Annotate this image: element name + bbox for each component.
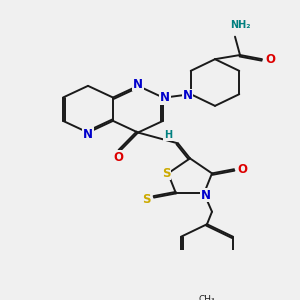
Text: H: H xyxy=(164,130,172,140)
Text: O: O xyxy=(265,53,275,66)
Text: S: S xyxy=(142,193,150,206)
Text: S: S xyxy=(162,167,170,180)
Text: CH₃: CH₃ xyxy=(199,295,215,300)
Text: N: N xyxy=(183,89,193,102)
Text: O: O xyxy=(237,163,247,176)
Text: N: N xyxy=(201,189,211,202)
Text: N: N xyxy=(83,128,93,141)
Text: N: N xyxy=(133,78,143,91)
Text: O: O xyxy=(113,151,123,164)
Text: NH₂: NH₂ xyxy=(230,20,250,30)
Text: N: N xyxy=(160,91,170,104)
